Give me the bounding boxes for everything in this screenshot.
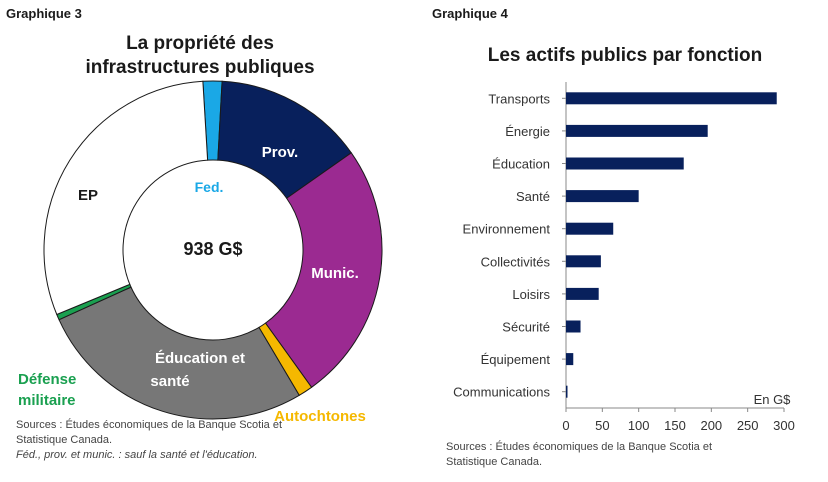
donut-slice-2	[264, 152, 383, 388]
panel-label-left: Graphique 3	[6, 6, 82, 21]
slice-label-fed: Fed.	[195, 179, 224, 195]
donut-center-label: 938 G$	[183, 239, 242, 259]
slice-label-defense-1: Défense	[18, 371, 76, 388]
bar-3	[566, 190, 639, 203]
bar-8	[566, 353, 574, 366]
bar-x-tick-label: 150	[664, 418, 686, 433]
bar-category-label: Éducation	[492, 157, 550, 172]
bar-category-label: Santé	[516, 189, 550, 204]
donut-note: Féd., prov. et munic. : sauf la santé et…	[16, 449, 258, 461]
bar-category-label: Énergie	[505, 124, 550, 139]
bar-7	[566, 320, 581, 333]
bar-0	[566, 92, 777, 105]
bar-x-tick-label: 200	[700, 418, 722, 433]
slice-label-education-sante-2: santé	[150, 373, 189, 390]
bar-chart: Transports Énergie Éducation Santé Environne…	[453, 82, 795, 433]
bar-x-tick-label: 300	[773, 418, 795, 433]
donut-source: Sources : Études économiques de la Banqu…	[16, 418, 346, 463]
bar-4	[566, 222, 614, 235]
bar-source: Sources : Études économiques de la Banqu…	[446, 440, 806, 470]
panel-label-right: Graphique 4	[432, 6, 508, 21]
bar-6	[566, 287, 599, 300]
donut-title: La propriété des infrastructures publiqu…	[40, 32, 360, 80]
slice-label-munic: Munic.	[311, 265, 359, 282]
bar-x-tick-label: 50	[595, 418, 609, 433]
donut-slice-4	[58, 286, 300, 420]
bar-title: Les actifs publics par fonction	[487, 45, 763, 66]
donut-title-line2: infrastructures publiques	[85, 57, 315, 78]
donut-slice-6	[43, 80, 209, 316]
bar-source-line1: Sources : Études économiques de la Banqu…	[446, 441, 713, 453]
bar-2	[566, 157, 684, 170]
bar-source-line2: Statistique Canada.	[446, 456, 543, 468]
bar-category-label: Sécurité	[502, 320, 550, 335]
bar-1	[566, 124, 708, 137]
bar-category-label: Loisirs	[512, 287, 550, 302]
bar-9	[566, 385, 568, 398]
bar-category-label: Communications	[453, 385, 550, 400]
bar-x-tick-label: 0	[562, 418, 569, 433]
bar-x-tick-label: 100	[628, 418, 650, 433]
donut-chart: 938 G$ Fed. Prov. Munic. Autochtones Édu…	[18, 80, 383, 425]
donut-title-line1: La propriété des	[126, 33, 274, 54]
bar-category-label: Collectivités	[481, 254, 551, 269]
slice-label-ep: EP	[78, 187, 98, 204]
donut-source-line2: Statistique Canada.	[16, 434, 113, 446]
bar-category-label: Équipement	[481, 352, 551, 367]
bar-5	[566, 255, 601, 268]
bar-category-label: Transports	[488, 91, 550, 106]
slice-label-education-sante-1: Éducation et	[155, 350, 245, 367]
slice-label-prov: Prov.	[262, 144, 298, 161]
slice-label-autochtones: Autochtones	[274, 408, 366, 425]
bar-x-tick-label: 250	[737, 418, 759, 433]
donut-source-line1: Sources : Études économiques de la Banqu…	[16, 419, 283, 431]
bar-unit-label: En G$	[754, 392, 792, 407]
slice-label-defense-2: militaire	[18, 392, 76, 409]
bar-category-label: Environnement	[463, 222, 551, 237]
